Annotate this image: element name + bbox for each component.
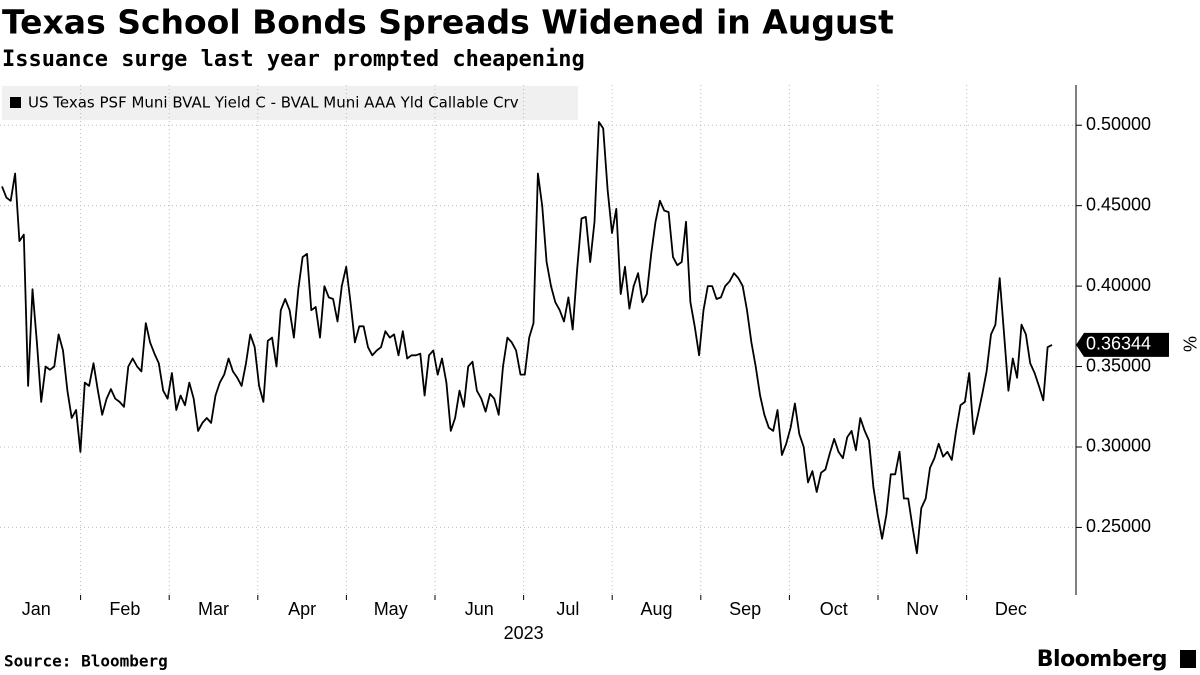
source: Source: Bloomberg <box>4 652 168 671</box>
x-tick-label: May <box>374 599 408 619</box>
y-tick-label: 0.50000 <box>1086 114 1151 134</box>
legend-label: US Texas PSF Muni BVAL Yield C - BVAL Mu… <box>28 94 519 112</box>
y-tick-label: 0.45000 <box>1086 194 1151 214</box>
y-tick-label: 0.30000 <box>1086 436 1151 456</box>
y-tick-label: 0.25000 <box>1086 516 1151 536</box>
last-value-pointer <box>1076 332 1169 357</box>
x-tick-label: Apr <box>288 599 316 619</box>
chart-subtitle: Issuance surge last year prompted cheape… <box>2 47 585 72</box>
x-tick-label: Oct <box>820 599 848 619</box>
y-axis-label: % <box>1179 336 1199 352</box>
x-tick-label: Aug <box>640 599 672 619</box>
x-tick-label: Feb <box>109 599 140 619</box>
legend-box <box>2 86 578 120</box>
legend-swatch <box>10 97 21 108</box>
y-tick-label: 0.35000 <box>1086 355 1151 375</box>
brand: Bloomberg <box>1037 647 1167 672</box>
x-tick-label: Nov <box>906 599 938 619</box>
x-tick-label: Dec <box>995 599 1027 619</box>
brand-icon <box>1180 650 1196 668</box>
last-value-label: 0.36344 <box>1086 334 1151 354</box>
x-tick-label: Mar <box>198 599 229 619</box>
x-tick-label: Jan <box>22 599 51 619</box>
line-series <box>1 121 1053 555</box>
x-tick-label: Jul <box>556 599 579 619</box>
y-tick-label: 0.40000 <box>1086 275 1151 295</box>
x-year-label: 2023 <box>504 623 544 643</box>
x-tick-label: Sep <box>729 599 761 619</box>
x-tick-label: Jun <box>465 599 494 619</box>
chart-title: Texas School Bonds Spreads Widened in Au… <box>2 3 894 42</box>
